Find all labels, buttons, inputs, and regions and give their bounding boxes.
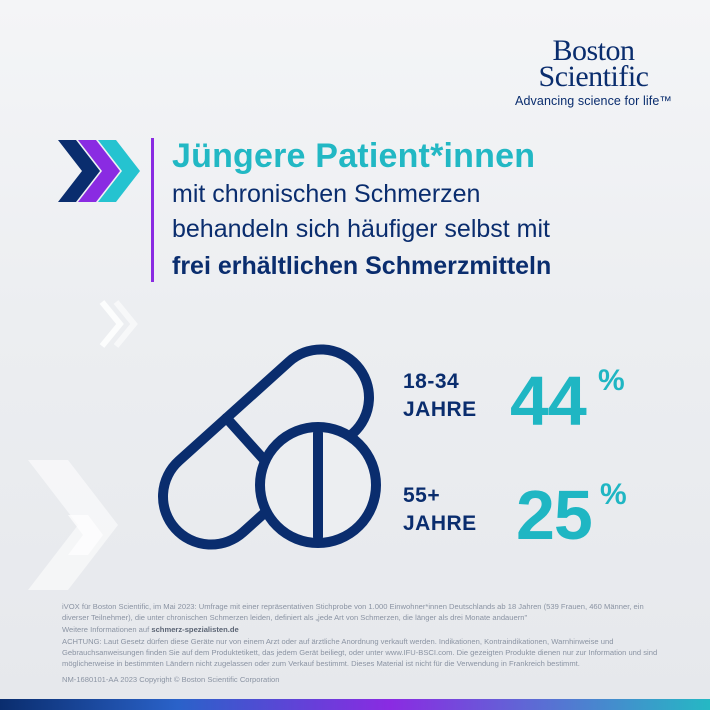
headline-accent-bar: [151, 138, 154, 282]
stat-age-range-2: 55+: [403, 484, 441, 507]
stat-age-label-2: 55+ JAHRE: [403, 482, 477, 538]
logo-tagline: Advancing science for life™: [515, 94, 672, 108]
stat-value-2: 25: [516, 476, 593, 554]
decorative-large-arrows-icon: [28, 460, 118, 590]
stat-age-range-1: 18-34: [403, 370, 460, 393]
footer-copyright: NM-1680101-AA 2023 Copyright © Boston Sc…: [62, 675, 280, 685]
stat-value-1: 44: [510, 362, 587, 440]
decorative-arrow-icon: [99, 300, 138, 348]
triple-chevron-arrows-icon: [58, 140, 140, 202]
footer-website-link[interactable]: schmerz-spezialisten.de: [151, 624, 239, 634]
footer-more-info: Weitere Informationen auf schmerz-spezia…: [62, 624, 239, 634]
boston-scientific-logo: Boston Scientific Advancing science for …: [515, 34, 672, 109]
logo-wordmark-line1: Boston: [552, 34, 636, 67]
logo-wordmark-line2: Scientific: [538, 60, 649, 93]
footer-warning: ACHTUNG: Laut Gesetz dürfen diese Geräte…: [62, 637, 658, 668]
stat-percent-sign-2: %: [600, 478, 627, 511]
headline-line-2: mit chronischen Schmerzen: [172, 180, 481, 208]
headline-block: Jüngere Patient*innen mit chronischen Sc…: [172, 135, 692, 285]
capsule-and-tablet-icon: [158, 344, 381, 550]
stat-percent-sign-1: %: [598, 364, 625, 397]
headline-main: Jüngere Patient*innen: [172, 137, 536, 175]
footer-disclaimer: iVOX für Boston Scientific, im Mai 2023:…: [62, 602, 662, 688]
headline-line-3: behandeln sich häufiger selbst mit: [172, 215, 551, 243]
gradient-bottom-bar: [0, 699, 710, 710]
stat-age-unit-1: JAHRE: [403, 398, 477, 421]
headline-line-4: frei erhältlichen Schmerzmitteln: [172, 252, 552, 280]
stat-age-unit-2: JAHRE: [403, 512, 477, 535]
stat-age-label-1: 18-34 JAHRE: [403, 368, 477, 424]
footer-source: iVOX für Boston Scientific, im Mai 2023:…: [62, 602, 644, 622]
